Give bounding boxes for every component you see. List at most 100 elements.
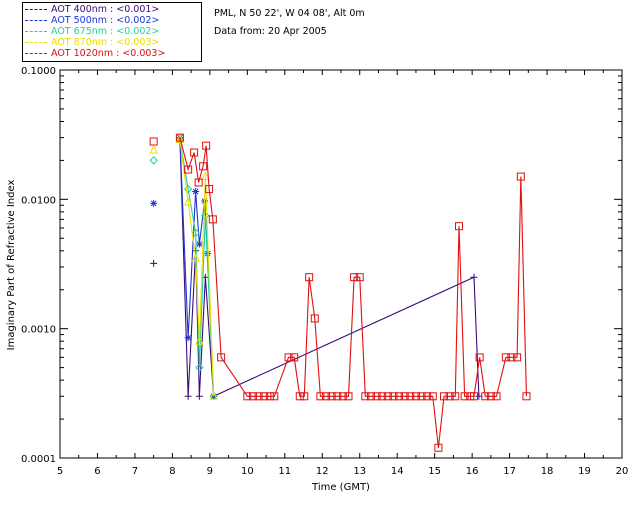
site-info: PML, N 50 22', W 04 08', Alt 0m [214,8,365,19]
data-point [492,392,501,401]
data-point [191,228,200,238]
data-point [195,240,203,248]
data-point [149,137,158,146]
data-point [194,178,203,187]
data-point [475,392,483,400]
x-tick-label: 11 [278,466,291,477]
series-line [179,137,480,398]
data-point [201,211,210,220]
data-point [149,145,158,154]
y-tick-label: 0.0100 [21,195,56,206]
data-point [400,392,409,401]
data-point [516,172,525,181]
data-point [300,392,309,401]
legend-swatch-500nm [25,20,47,21]
legend-label-400nm: AOT 400nm : <0.001> [51,4,160,15]
data-point [344,392,353,401]
data-point [195,336,204,345]
data-point [175,134,185,144]
data-point [338,392,347,401]
y-tick-label: 0.1000 [21,66,56,77]
date-info: Data from: 20 Apr 2005 [214,26,327,37]
legend-item-1020nm: AOT 1020nm : <0.003> [25,48,165,59]
data-point [372,392,381,401]
data-point [383,392,392,401]
data-point [183,197,193,206]
x-tick-label: 18 [541,466,554,477]
legend-item-500nm: AOT 500nm : <0.002> [25,15,159,26]
data-point [290,353,299,362]
x-tick-label: 14 [391,466,404,477]
plot-axes: 5 6 7 8 9 10 11 12 13 14 15 16 17 18 19 20 0.0001 0.0010 0… [21,66,628,477]
data-point [451,392,460,401]
data-point [150,259,158,267]
series-line [179,139,215,397]
data-point [192,187,200,195]
data-point [184,392,192,400]
legend-item-675nm: AOT 675nm : <0.002> [25,26,159,37]
data-point [202,141,211,150]
data-point [513,353,522,362]
legend-swatch-400nm [25,9,47,10]
series-layer [149,133,531,452]
x-tick-label: 13 [353,466,366,477]
x-tick-label: 17 [503,466,516,477]
data-point [243,392,252,401]
data-point [428,392,437,401]
data-point [470,273,478,281]
x-tick-label: 10 [241,466,254,477]
legend-label-1020nm: AOT 1020nm : <0.003> [51,48,166,59]
data-point [208,215,217,224]
data-point [423,392,432,401]
data-point [201,171,210,181]
data-point [507,353,516,362]
data-point [501,353,510,362]
x-tick-label: 16 [466,466,479,477]
data-point [295,392,304,401]
data-point [522,392,531,401]
data-point [445,392,454,401]
data-point [209,391,218,400]
series-4 [149,133,531,452]
data-point [470,392,479,401]
data-point [310,314,319,323]
data-point [455,222,464,231]
legend-swatch-1020nm [25,53,47,54]
data-point [475,353,484,362]
data-point [260,392,269,401]
data-point [434,443,443,452]
data-point [355,273,364,282]
data-point [366,392,375,401]
legend-item-400nm: AOT 400nm : <0.001> [25,4,159,15]
legend-swatch-870nm [25,42,47,43]
data-point [184,334,192,342]
legend-item-870nm: AOT 870nm : <0.003> [25,37,159,48]
data-point [460,392,469,401]
x-tick-label: 8 [169,466,175,477]
data-point [486,392,495,401]
legend-swatch-675nm [25,31,47,32]
y-axis-label: Imaginary Part of Refractive Index [6,180,17,351]
data-point [195,363,204,372]
data-point [270,392,279,401]
x-tick-label: 20 [616,466,629,477]
y-tick-label: 0.0010 [21,325,56,336]
data-point [254,392,263,401]
data-point [175,133,184,142]
data-point [199,162,208,171]
data-point [378,392,387,401]
data-point [217,353,226,362]
x-tick-label: 15 [428,466,441,477]
legend: AOT 400nm : <0.001> AOT 500nm : <0.002> … [22,2,202,62]
data-point [316,392,325,401]
x-tick-label: 12 [316,466,329,477]
y-tick-label: 0.0001 [21,454,56,465]
x-tick-label: 6 [94,466,100,477]
data-point [265,392,274,401]
data-point [195,392,203,400]
x-tick-label: 9 [207,466,213,477]
data-point [322,392,331,401]
data-point [411,392,420,401]
data-point [417,392,426,401]
